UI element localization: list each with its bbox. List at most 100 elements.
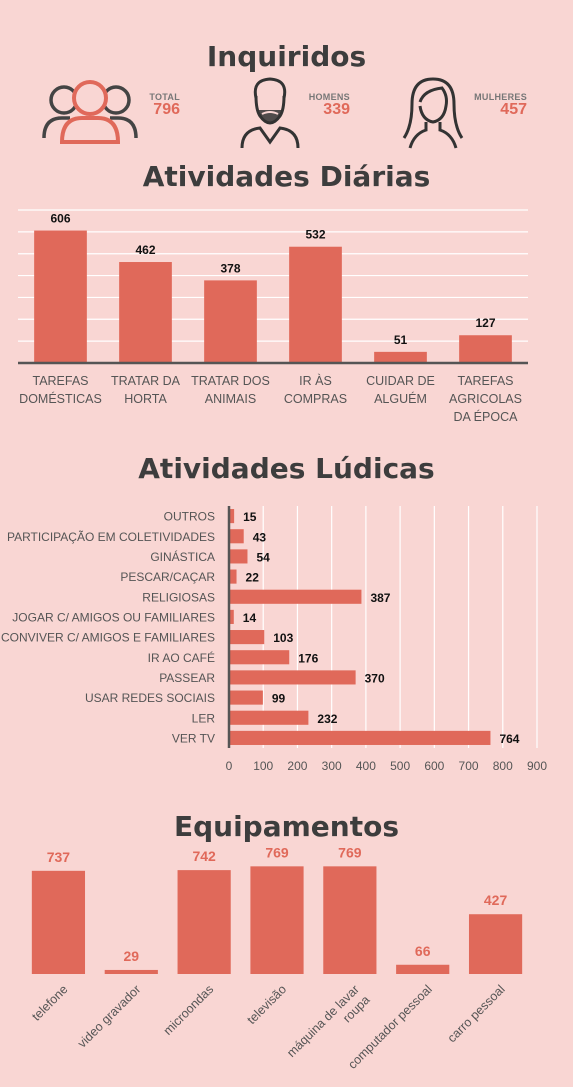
daily-category-label: IR ÀS: [299, 373, 332, 388]
daily-activities-title: Atividades Diárias: [142, 160, 431, 193]
stat-men: HOMENS 339: [296, 92, 350, 118]
leisure-data-label: 764: [499, 732, 519, 746]
daily-category-label: TAREFAS: [457, 374, 513, 388]
leisure-tick-label: 100: [253, 759, 273, 773]
leisure-bar: [229, 650, 290, 665]
leisure-bar: [229, 509, 235, 524]
equipment-bar: [323, 866, 377, 974]
leisure-category-label: CONVIVER C/ AMIGOS E FAMILIARES: [1, 631, 215, 645]
leisure-data-label: 387: [370, 591, 390, 605]
daily-category-label: DA ÉPOCA: [454, 409, 519, 424]
stat-total-label: TOTAL: [149, 92, 180, 102]
daily-category-label: DOMÉSTICAS: [19, 391, 102, 406]
leisure-category-label: OUTROS: [164, 510, 215, 524]
equipment-category-line: carro pessoal: [445, 982, 508, 1045]
daily-category-label: ALGUÉM: [374, 391, 427, 406]
equipment-data-label: 29: [123, 948, 139, 964]
leisure-bar: [229, 529, 244, 544]
daily-bar: [34, 230, 87, 363]
leisure-category-label: PESCAR/CAÇAR: [120, 570, 215, 584]
daily-data-label: 532: [305, 228, 325, 242]
equipment-category-line: microondas: [161, 982, 217, 1038]
equipment-bar: [31, 870, 86, 974]
leisure-data-label: 22: [246, 571, 260, 585]
daily-category-label: TRATAR DOS: [191, 374, 270, 388]
daily-bar: [459, 335, 512, 363]
leisure-tick-label: 700: [459, 759, 479, 773]
stat-women-value: 457: [500, 101, 527, 118]
stat-women: MULHERES 457: [462, 92, 527, 118]
equipment-category-line: televisão: [244, 982, 289, 1027]
leisure-category-label: PASSEAR: [159, 671, 215, 685]
daily-category-label: CUIDAR DE: [366, 374, 435, 388]
daily-category-label: COMPRAS: [284, 392, 347, 406]
equipment-bar: [250, 866, 304, 974]
equipment-category-label: televisão: [244, 982, 289, 1027]
daily-bar: [289, 246, 342, 363]
leisure-tick-label: 900: [527, 759, 547, 773]
daily-data-label: 51: [394, 333, 408, 347]
daily-category-label: HORTA: [124, 392, 167, 406]
leisure-data-label: 14: [243, 611, 257, 625]
stat-men-label: HOMENS: [308, 92, 350, 102]
daily-data-label: 462: [135, 243, 155, 257]
equipment-category-label: microondas: [161, 982, 217, 1038]
leisure-category-label: PARTICIPAÇÃO EM COLETIVIDADES: [7, 530, 215, 544]
stat-total-value: 796: [153, 101, 180, 118]
equipment-bar: [177, 870, 231, 974]
man-icon: [240, 77, 300, 149]
leisure-category-label: RELIGIOSAS: [142, 590, 215, 604]
equipment-category-line: telefone: [29, 982, 70, 1023]
equipment-data-label: 769: [265, 844, 289, 860]
daily-category-label: AGRICOLAS: [449, 392, 522, 406]
equipment-data-label: 737: [47, 849, 71, 865]
daily-data-label: 606: [50, 212, 70, 226]
leisure-activities-title: Atividades Lúdicas: [138, 452, 435, 485]
leisure-bar: [229, 690, 263, 705]
equipment-bar: [104, 969, 158, 974]
leisure-data-label: 99: [272, 692, 286, 706]
leisure-data-label: 176: [298, 651, 318, 665]
leisure-bar: [229, 589, 362, 604]
leisure-category-label: USAR REDES SOCIAIS: [85, 691, 215, 705]
daily-bar: [204, 280, 257, 363]
equipment-category-label: carro pessoal: [445, 982, 508, 1045]
leisure-data-label: 54: [256, 550, 270, 564]
leisure-bar: [229, 609, 234, 624]
equipment-data-label: 66: [415, 943, 431, 959]
leisure-tick-label: 0: [226, 759, 233, 773]
equipment-data-label: 742: [192, 848, 216, 864]
leisure-data-label: 15: [243, 510, 257, 524]
daily-bar: [119, 262, 172, 363]
leisure-bar: [229, 549, 248, 564]
leisure-bar: [229, 730, 491, 745]
leisure-data-label: 370: [365, 671, 385, 685]
leisure-data-label: 43: [253, 530, 267, 544]
leisure-tick-label: 200: [287, 759, 307, 773]
leisure-tick-label: 300: [322, 759, 342, 773]
equipment-data-label: 769: [338, 844, 362, 860]
leisure-tick-label: 400: [356, 759, 376, 773]
stat-men-value: 339: [323, 101, 350, 118]
daily-data-label: 378: [220, 261, 240, 275]
leisure-tick-label: 500: [390, 759, 410, 773]
equipment-bar: [468, 914, 523, 974]
daily-data-label: 127: [475, 316, 495, 330]
daily-category-label: ANIMAIS: [205, 392, 256, 406]
equipment-data-label: 427: [484, 892, 508, 908]
stat-women-label: MULHERES: [474, 92, 527, 102]
daily-category-label: TAREFAS: [32, 374, 88, 388]
leisure-category-label: LER: [192, 711, 216, 725]
leisure-category-label: IR AO CAFÉ: [148, 650, 215, 665]
leisure-category-label: VER TV: [172, 731, 215, 745]
leisure-bar: [229, 630, 265, 645]
leisure-bar: [229, 670, 356, 685]
leisure-tick-label: 800: [493, 759, 513, 773]
inquiridos-title: Inquiridos: [206, 40, 367, 73]
equipment-title: Equipamentos: [173, 810, 400, 843]
equipment-bar: [396, 964, 450, 974]
woman-icon: [402, 77, 464, 149]
